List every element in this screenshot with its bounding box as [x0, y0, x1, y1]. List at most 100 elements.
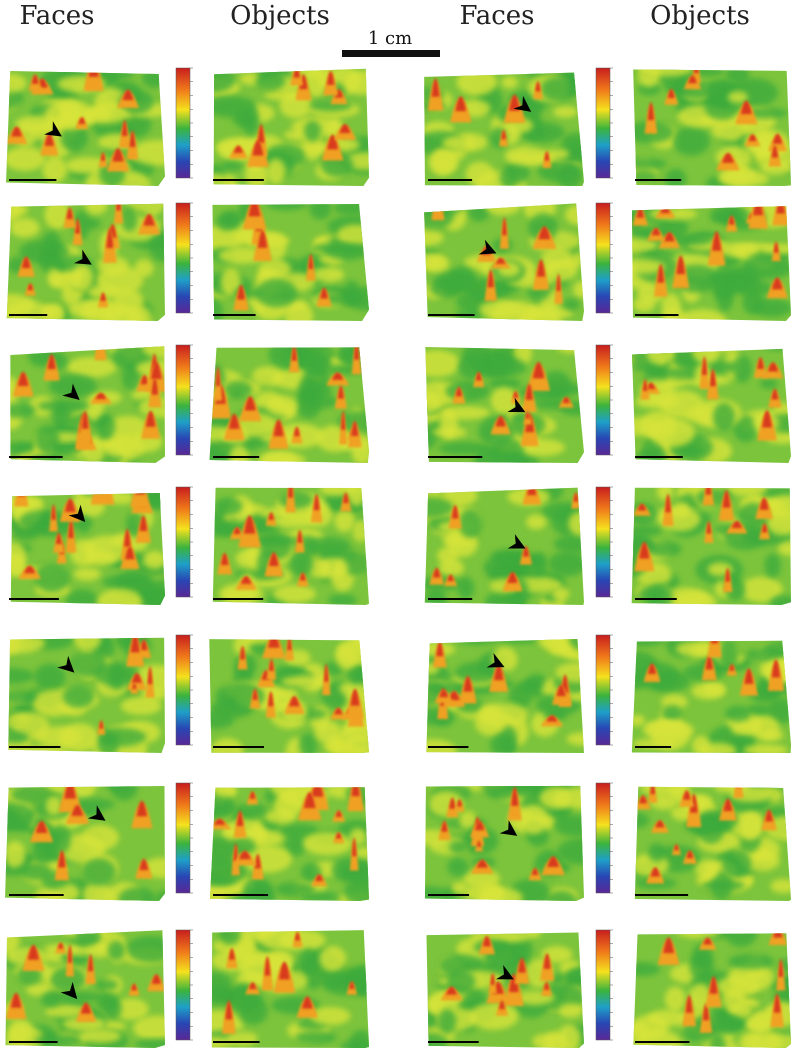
- surface-peak-top: [238, 850, 251, 860]
- surface-patch: [631, 259, 666, 274]
- surface-patch: [428, 148, 455, 176]
- surface-peak-top: [642, 379, 648, 391]
- surface-peak-top: [237, 284, 245, 300]
- surface-patch: [761, 348, 791, 351]
- surface-peak-top: [88, 71, 99, 77]
- surface-patch: [302, 831, 353, 856]
- surface: [424, 203, 584, 321]
- surface-peak-top: [525, 383, 533, 400]
- surface-patch: [553, 534, 584, 554]
- surface-peak-top: [252, 688, 258, 700]
- surface-peak-top: [291, 347, 297, 361]
- surface-patch: [425, 433, 436, 450]
- surface-peak-top: [335, 810, 342, 817]
- surface-patch: [304, 394, 339, 409]
- colorbar: [595, 782, 611, 894]
- surface-peak-top: [341, 410, 346, 430]
- surface-peak-top: [646, 382, 656, 390]
- surface-patch: [343, 280, 361, 307]
- surface-patch: [442, 136, 476, 151]
- surface-peak-top: [765, 809, 773, 822]
- surface-peak-top: [655, 820, 665, 828]
- objects-surface: [213, 68, 369, 186]
- surface-patch: [323, 973, 368, 996]
- surface-patch: [34, 663, 66, 691]
- surface-patch: [497, 555, 526, 566]
- faces-surface: [424, 203, 584, 321]
- surface-peak-top: [64, 786, 76, 799]
- objects-surface: [633, 69, 791, 186]
- surface-patch: [86, 943, 113, 958]
- surface-patch: [45, 1004, 88, 1018]
- surface-patch: [8, 668, 35, 684]
- surface-peak-top: [773, 241, 779, 253]
- faces-surface: [9, 346, 166, 463]
- surface-patch: [709, 1033, 726, 1048]
- surface-patch: [555, 346, 584, 354]
- surface-patch: [258, 507, 291, 519]
- surface-peak-top: [324, 663, 329, 682]
- colorbar: [595, 634, 611, 746]
- surface-peak-top: [536, 259, 546, 277]
- surface-patch: [65, 589, 99, 605]
- surface-patch: [239, 996, 268, 1025]
- surface-peak-top: [495, 415, 506, 427]
- surface-patch: [41, 991, 60, 1008]
- surface-peak-top: [233, 842, 238, 862]
- surface-peak-top: [299, 572, 306, 581]
- surface-patch: [85, 203, 108, 215]
- surface-patch: [324, 363, 369, 375]
- surface-peak-top: [233, 526, 241, 534]
- surface-patch: [661, 694, 688, 710]
- surface-peak-top: [650, 786, 656, 795]
- surface-patch: [6, 73, 27, 93]
- surface-peak-top: [446, 986, 458, 995]
- surface-patch: [118, 887, 157, 901]
- surface-patch: [474, 447, 503, 463]
- surface-patch: [439, 409, 458, 439]
- surface-patch: [548, 551, 584, 577]
- surface-peak-top: [269, 552, 279, 567]
- surface-peak-top: [257, 123, 265, 143]
- surface-peak-top: [495, 257, 506, 264]
- surface-patch: [25, 982, 52, 997]
- surface-patch: [60, 123, 89, 153]
- surface-peak-top: [17, 492, 25, 497]
- surface-patch: [104, 786, 130, 791]
- surface-patch: [349, 828, 367, 845]
- surface-patch: [631, 238, 658, 253]
- surface-patch: [220, 160, 243, 171]
- objects-surface: [212, 487, 369, 605]
- surface-patch: [500, 725, 517, 753]
- surface-peak-top: [509, 94, 520, 111]
- surface-peak-top: [709, 976, 718, 994]
- surface-peak-top: [498, 1000, 506, 1010]
- surface-peak-top: [455, 96, 467, 112]
- faces-surface: [426, 638, 584, 753]
- surface: [6, 71, 165, 186]
- surface-patch: [501, 76, 518, 89]
- surface-peak-top: [249, 791, 256, 799]
- surface: [209, 639, 369, 753]
- surface-patch: [290, 551, 313, 577]
- surface-peak-top: [772, 133, 783, 144]
- surface-peak-top: [703, 937, 712, 945]
- surface-peak-top: [66, 207, 73, 220]
- objects-surface: [633, 933, 791, 1048]
- surface-peak-top: [693, 69, 699, 74]
- surface-patch: [541, 247, 574, 270]
- surface: [426, 932, 584, 1048]
- surface-peak-top: [543, 981, 550, 990]
- surface-peak-top: [135, 492, 146, 495]
- surface-peak-top: [511, 786, 519, 806]
- surface-patch: [45, 796, 63, 816]
- surface-peak-top: [287, 639, 292, 651]
- surface-peak-top: [705, 487, 712, 495]
- surface-patch: [565, 204, 584, 225]
- surface-patch: [479, 300, 524, 319]
- surface-patch: [438, 1008, 457, 1034]
- surface-patch: [223, 380, 253, 399]
- surface: [424, 785, 584, 901]
- arrowhead: [44, 121, 62, 137]
